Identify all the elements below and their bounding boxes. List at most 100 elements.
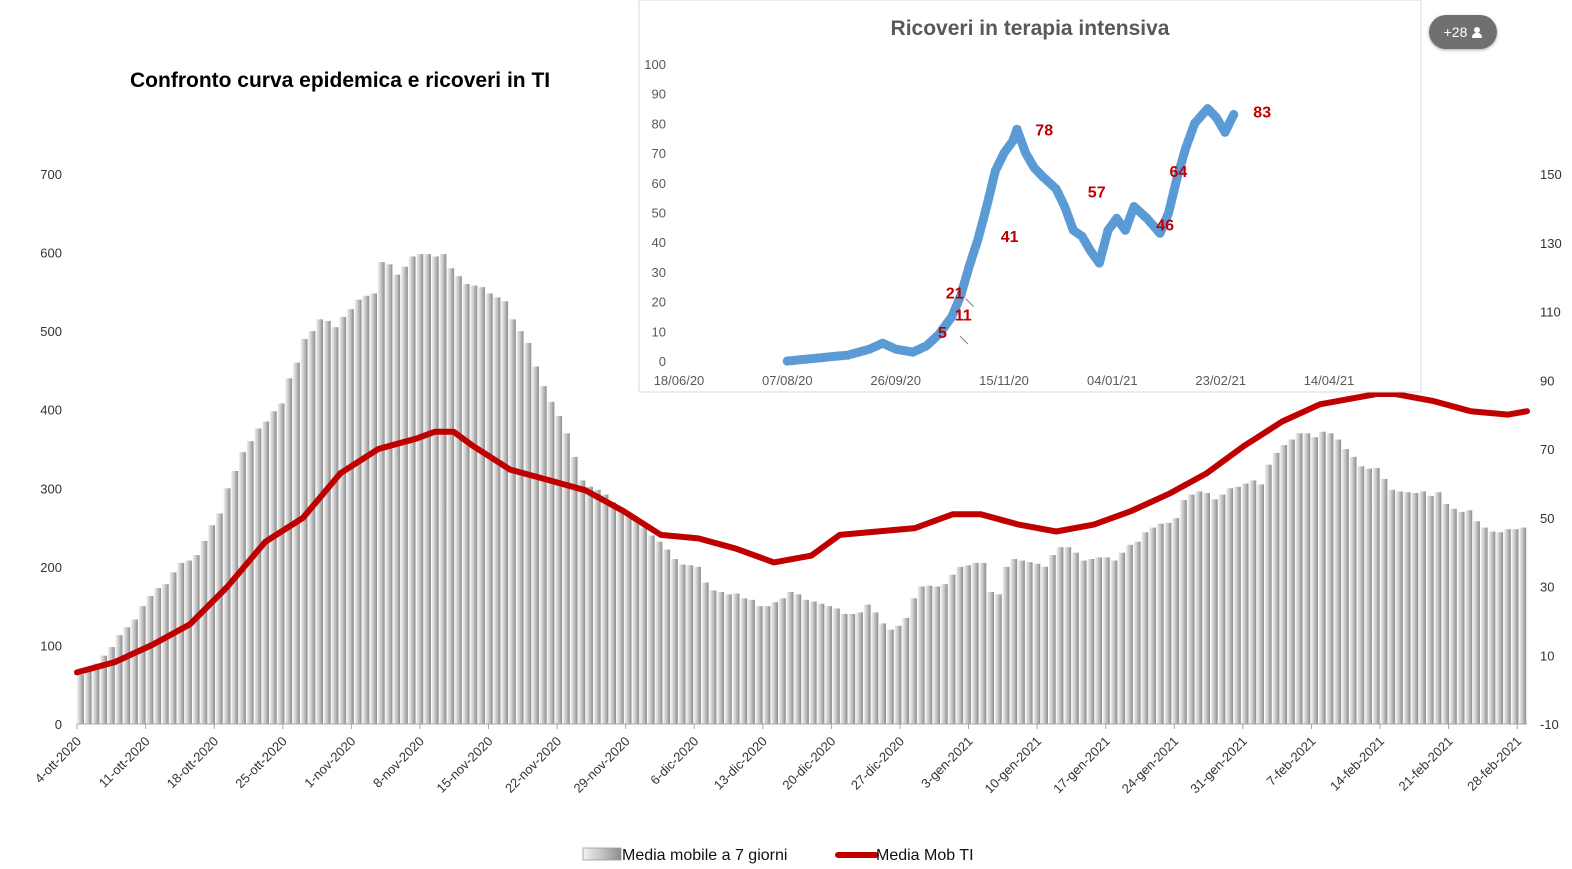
bar	[208, 525, 216, 724]
bar	[1372, 467, 1380, 724]
x-tick-label: 17-gen-2021	[1050, 734, 1113, 797]
x-tick-label: 20-dic-2020	[779, 734, 838, 793]
bar	[100, 655, 108, 724]
bar	[1519, 527, 1527, 724]
bar-series	[77, 254, 1527, 725]
inset-x-tick-label: 15/11/20	[979, 373, 1029, 388]
bar	[624, 513, 632, 724]
inset-x-tick-label: 18/06/20	[654, 373, 705, 388]
bar	[794, 594, 802, 724]
right-y-tick-label: 50	[1540, 511, 1554, 526]
inset-chart: Ricoveri in terapia intensiva 0 10 20 30 40 5…	[638, 0, 1422, 393]
inset-y-tick-label: 0	[659, 354, 666, 369]
x-tick-label: 4-ott-2020	[32, 734, 85, 787]
bar	[1133, 541, 1141, 724]
bar	[416, 254, 424, 724]
bar	[1249, 480, 1257, 724]
participants-badge[interactable]: +28	[1429, 15, 1497, 49]
bar	[601, 494, 609, 724]
inset-annotations: 5 11 21 41 78 57 46 64 83	[938, 105, 1271, 343]
bar	[146, 595, 154, 724]
bar	[1496, 532, 1504, 724]
bar	[1380, 478, 1388, 724]
bar	[925, 585, 933, 724]
bar	[593, 489, 601, 724]
left-y-tick-label: 0	[55, 717, 62, 732]
right-y-tick-label: 90	[1540, 373, 1554, 388]
bar	[1017, 560, 1025, 724]
bar	[1187, 494, 1195, 724]
legend-line-label: Media Mob TI	[876, 847, 974, 864]
bar	[663, 549, 671, 724]
bar	[400, 266, 408, 724]
bar	[1079, 560, 1087, 724]
bar	[1511, 529, 1519, 724]
bar	[331, 327, 339, 724]
inset-x-tick-label: 04/01/21	[1087, 373, 1138, 388]
main-chart-title: Confronto curva epidemica e ricoveri in …	[130, 69, 550, 92]
x-tick-label: 7-feb-2021	[1264, 734, 1319, 789]
bar	[1257, 484, 1264, 724]
bar	[1318, 431, 1326, 724]
bar	[825, 606, 833, 724]
bar	[123, 627, 131, 724]
bar	[138, 606, 146, 724]
right-y-tick-label: 30	[1540, 580, 1554, 595]
bar	[1241, 483, 1249, 724]
bar	[1210, 499, 1218, 724]
bar	[454, 276, 462, 724]
bar	[462, 284, 470, 724]
bar	[277, 403, 285, 724]
bar	[539, 386, 547, 724]
left-y-tick-label: 400	[40, 403, 62, 418]
inset-x-tick-label: 07/08/20	[762, 373, 813, 388]
bar	[447, 268, 455, 724]
left-y-tick-label: 200	[40, 560, 62, 575]
bar	[84, 669, 92, 724]
bar	[1149, 527, 1156, 724]
bar	[1125, 544, 1133, 724]
bar	[362, 295, 370, 724]
bar	[840, 614, 848, 724]
bar	[1442, 504, 1450, 724]
right-y-axis: -10 10 30 50 70 90 110 130 150	[1540, 167, 1562, 732]
bar	[346, 309, 354, 724]
bar	[1233, 486, 1241, 724]
inset-annotation-label: 57	[1088, 185, 1106, 202]
bar	[478, 287, 485, 724]
bar	[1419, 491, 1426, 724]
bar	[1449, 508, 1457, 724]
bar	[1064, 547, 1072, 724]
bar	[686, 565, 694, 724]
bar	[485, 293, 493, 724]
bar	[385, 264, 393, 724]
bar	[802, 599, 809, 724]
bar	[130, 619, 138, 724]
bar	[902, 617, 910, 724]
left-y-tick-label: 300	[40, 481, 62, 496]
bar	[501, 301, 509, 724]
bar	[748, 599, 755, 724]
left-y-tick-label: 600	[40, 246, 62, 261]
bar	[848, 614, 856, 724]
bar	[1095, 557, 1102, 724]
bar	[1388, 489, 1396, 724]
bar	[1033, 563, 1041, 724]
right-y-tick-label: 150	[1540, 167, 1562, 182]
bar	[763, 606, 771, 724]
bar	[1365, 468, 1372, 724]
x-tick-label: 21-feb-2021	[1396, 734, 1456, 794]
bar	[871, 612, 879, 724]
x-tick-label: 18-ott-2020	[164, 734, 222, 792]
bar	[1226, 488, 1234, 724]
bar	[987, 592, 995, 724]
bar	[254, 428, 262, 724]
inset-x-tick-label: 26/09/20	[870, 373, 921, 388]
bar	[994, 594, 1002, 724]
bar	[1118, 552, 1126, 724]
bar	[1357, 466, 1365, 724]
x-tick-label: 31-gen-2021	[1187, 734, 1250, 797]
legend-bars-swatch	[582, 847, 622, 861]
bar	[1179, 500, 1187, 724]
